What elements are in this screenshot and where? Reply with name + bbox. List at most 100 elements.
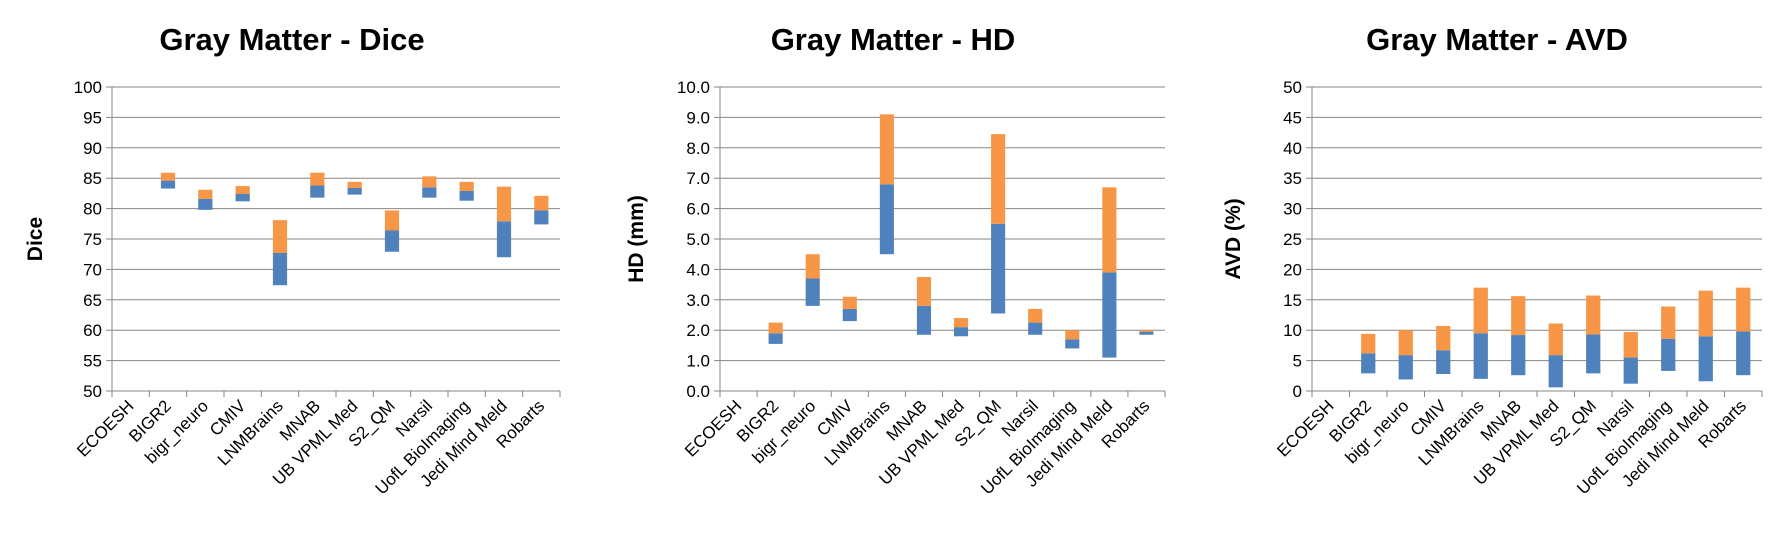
bar-upper-segment <box>1102 187 1117 273</box>
bar-lower-segment <box>768 333 783 344</box>
chart-panel-1: Gray Matter - HD HD (mm) 0.0 1.0 2.0 3.0 4.0 5.… <box>625 22 1166 498</box>
bar-upper-segment <box>1028 308 1043 323</box>
y-tick-label: 0 <box>1293 382 1302 401</box>
bar-lower-segment <box>496 221 512 258</box>
bar-lower-segment <box>272 252 288 286</box>
y-tick-label: 50 <box>83 382 102 401</box>
bar-upper-segment <box>384 210 400 231</box>
bar-upper-segment <box>805 254 820 279</box>
bar-lower-segment <box>1139 331 1154 335</box>
bar-lower-segment <box>1473 333 1488 379</box>
chart-title: Gray Matter - AVD <box>1366 22 1628 57</box>
bar-upper-segment <box>1548 323 1563 356</box>
y-tick-label: 30 <box>1283 200 1302 219</box>
bar-lower-segment <box>347 187 362 195</box>
y-tick-label: 4.0 <box>686 260 710 279</box>
bar-lower-segment <box>1065 339 1080 349</box>
bar-upper-segment <box>310 172 325 186</box>
chart-title: Gray Matter - HD <box>771 22 1016 57</box>
bar-lower-segment <box>842 308 857 322</box>
bar-upper-segment <box>1586 295 1601 335</box>
bar-lower-segment <box>534 210 549 225</box>
bar-upper-segment <box>1661 306 1676 339</box>
y-tick-label: 5 <box>1293 352 1302 371</box>
bar-upper-segment <box>916 277 932 306</box>
bar-upper-segment <box>1736 287 1751 332</box>
bar-lower-segment <box>1511 335 1526 376</box>
bar-lower-segment <box>953 327 969 337</box>
y-axis-label: Dice <box>24 217 47 261</box>
bar-upper-segment <box>768 322 783 334</box>
y-tick-label: 50 <box>1283 78 1302 97</box>
chart-panel-2: Gray Matter - AVD AVD (%) 0 5 10 15 20 25 30 35 40… <box>1222 22 1763 498</box>
y-tick-label: 35 <box>1283 169 1302 188</box>
bar-lower-segment <box>805 278 820 306</box>
bar-lower-segment <box>310 185 325 198</box>
bar-upper-segment <box>459 181 474 191</box>
bar-lower-segment <box>1398 355 1413 380</box>
bar-upper-segment <box>953 318 969 328</box>
bar-lower-segment <box>160 180 176 189</box>
y-tick-label: 55 <box>83 352 102 371</box>
bar-upper-segment <box>272 220 288 253</box>
bar-lower-segment <box>1661 338 1676 371</box>
bar-lower-segment <box>1361 353 1376 374</box>
y-tick-label: 3.0 <box>686 291 710 310</box>
bar-upper-segment <box>198 189 213 199</box>
bar-lower-segment <box>198 198 213 210</box>
y-axis-label: AVD (%) <box>1222 198 1245 279</box>
bar-upper-segment <box>1436 325 1451 351</box>
bar-upper-segment <box>235 186 250 195</box>
y-tick-label: 95 <box>83 108 102 127</box>
chart-title: Gray Matter - Dice <box>159 22 424 57</box>
y-tick-label: 5.0 <box>686 230 710 249</box>
y-tick-label: 7.0 <box>686 169 710 188</box>
y-tick-label: 90 <box>83 139 102 158</box>
y-tick-label: 40 <box>1283 139 1302 158</box>
bar-upper-segment <box>1511 296 1526 336</box>
y-tick-label: 75 <box>83 230 102 249</box>
y-tick-label: 65 <box>83 291 102 310</box>
bar-upper-segment <box>1139 330 1154 332</box>
y-tick-label: 60 <box>83 321 102 340</box>
y-tick-label: 15 <box>1283 291 1302 310</box>
y-tick-label: 100 <box>74 78 102 97</box>
bar-upper-segment <box>1361 333 1376 354</box>
bar-lower-segment <box>384 230 400 252</box>
y-tick-label: 10.0 <box>677 78 710 97</box>
bar-upper-segment <box>160 172 176 181</box>
bar-upper-segment <box>347 181 362 188</box>
y-tick-label: 9.0 <box>686 108 710 127</box>
bar-upper-segment <box>534 195 549 211</box>
bar-upper-segment <box>1473 287 1488 334</box>
y-tick-label: 80 <box>83 200 102 219</box>
y-tick-label: 45 <box>1283 108 1302 127</box>
y-tick-label: 70 <box>83 260 102 279</box>
bar-upper-segment <box>1623 332 1638 358</box>
bar-lower-segment <box>1736 331 1751 376</box>
bar-lower-segment <box>916 305 932 335</box>
bar-upper-segment <box>991 134 1006 224</box>
bar-lower-segment <box>991 223 1006 314</box>
bar-lower-segment <box>422 187 437 198</box>
bar-lower-segment <box>235 194 250 202</box>
chart-panel-0: Gray Matter - Dice Dice 50 55 60 65 70 75 80 85 90… <box>24 22 561 498</box>
bar-lower-segment <box>1586 334 1601 374</box>
bar-lower-segment <box>1698 336 1713 382</box>
bar-upper-segment <box>1065 330 1080 340</box>
bar-lower-segment <box>459 190 474 201</box>
bar-lower-segment <box>879 184 894 255</box>
y-tick-label: 0.0 <box>686 382 710 401</box>
x-category-label: ECOESH <box>1273 396 1337 460</box>
y-axis-label: HD (mm) <box>625 195 648 283</box>
bar-upper-segment <box>496 186 512 222</box>
bar-lower-segment <box>1102 272 1117 358</box>
bar-lower-segment <box>1028 322 1043 335</box>
y-tick-label: 8.0 <box>686 139 710 158</box>
bar-upper-segment <box>1398 330 1413 356</box>
bar-lower-segment <box>1548 355 1563 388</box>
y-tick-label: 6.0 <box>686 200 710 219</box>
bar-lower-segment <box>1436 350 1451 374</box>
y-tick-label: 25 <box>1283 230 1302 249</box>
